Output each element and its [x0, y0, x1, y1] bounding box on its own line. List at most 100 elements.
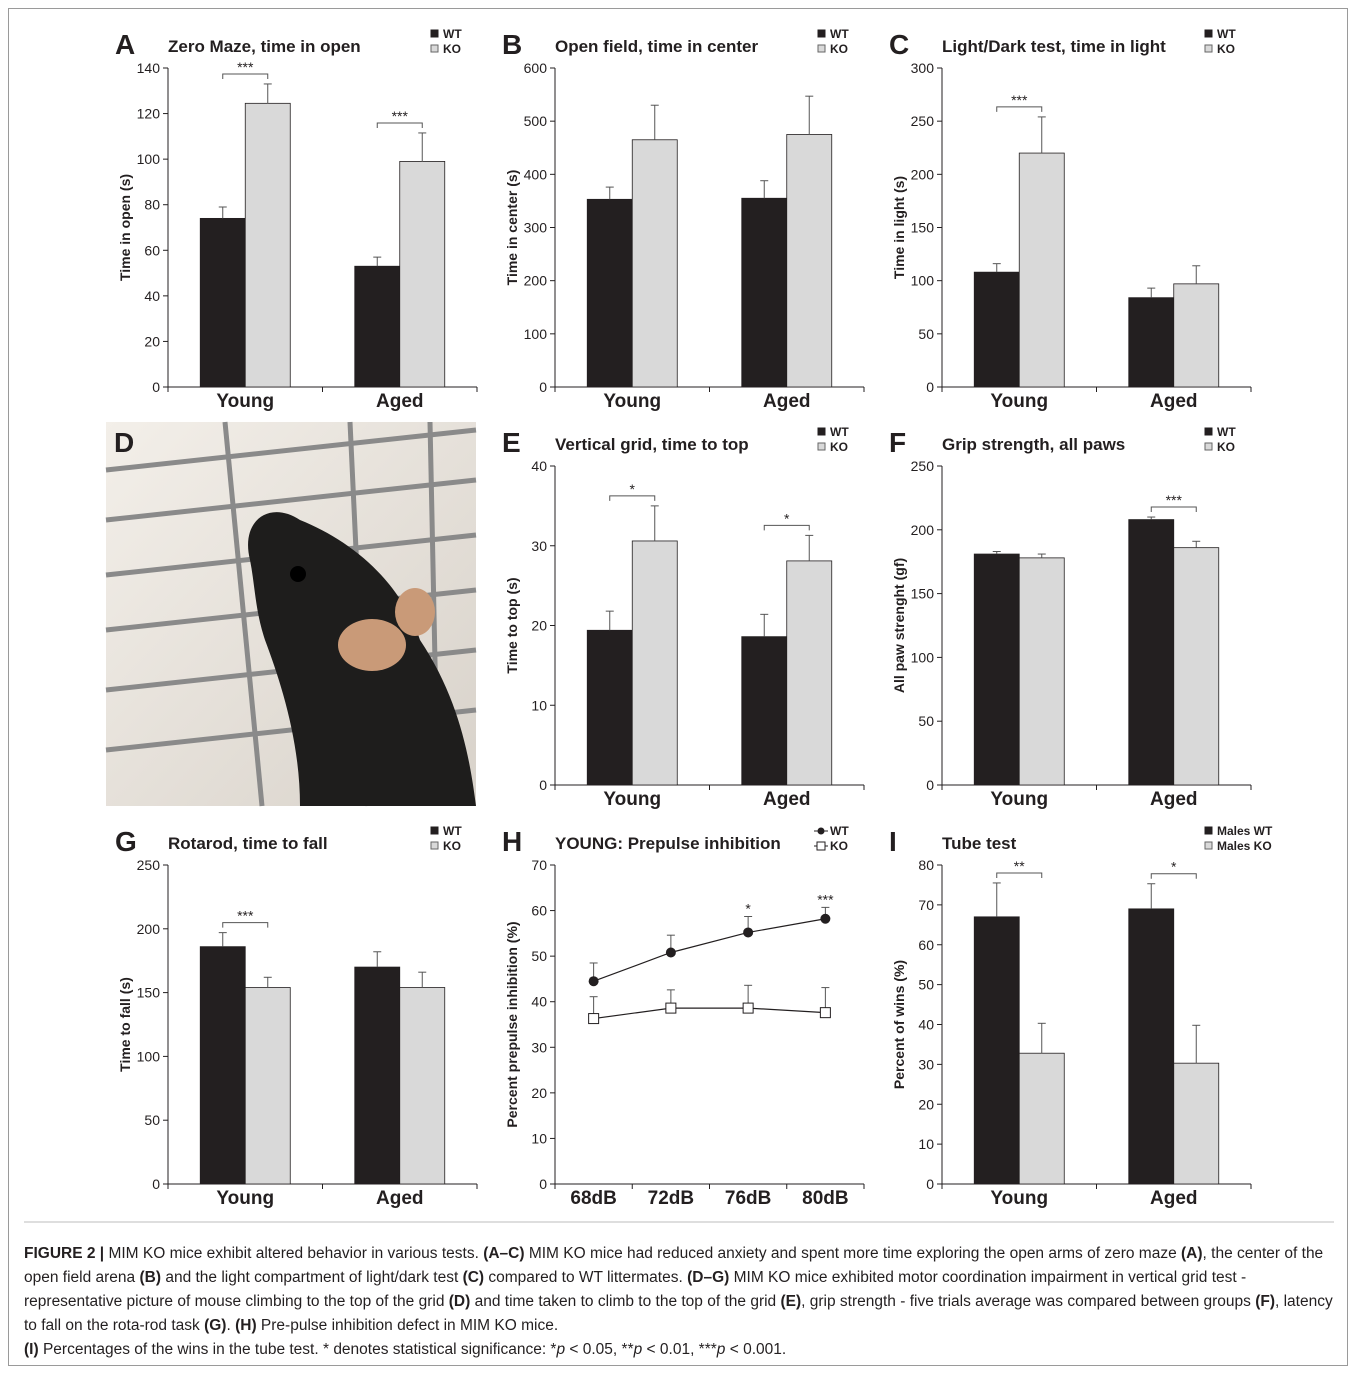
- legend-label: KO: [1217, 440, 1235, 454]
- marker: [589, 1014, 599, 1024]
- x-tick-label: Young: [603, 391, 661, 412]
- y-tick-label: 50: [918, 713, 934, 729]
- line: [594, 1008, 826, 1018]
- y-tick-label: 80: [918, 857, 934, 873]
- panel: EVertical grid, time to topTime to top (…: [502, 425, 864, 810]
- chart-title: YOUNG: Prepulse inhibition: [555, 834, 781, 853]
- y-tick-label: 200: [911, 522, 935, 538]
- significance-label: *: [1171, 859, 1177, 875]
- x-tick-label: Aged: [763, 789, 811, 810]
- bar: [1129, 298, 1174, 387]
- y-tick-label: 250: [911, 458, 935, 474]
- bar: [245, 987, 290, 1184]
- panel-label: I: [889, 826, 897, 857]
- bar: [974, 554, 1019, 785]
- y-tick-label: 70: [918, 897, 934, 913]
- photo-ear: [395, 588, 435, 636]
- panel: BOpen field, time in centerTime in cente…: [502, 27, 864, 412]
- legend-marker: [818, 428, 825, 435]
- bar: [974, 917, 1019, 1184]
- y-axis-label: Time in center (s): [504, 170, 520, 286]
- y-axis-label: Percent prepulse inhibition (%): [504, 921, 520, 1127]
- error-bar: [760, 614, 768, 636]
- panel-label: B: [502, 29, 522, 60]
- panel: C Light/Dark test, time in light Time in l…: [889, 27, 1251, 412]
- y-tick-label: 100: [911, 273, 935, 289]
- panel-label: F: [889, 427, 906, 458]
- panel: HYOUNG: Prepulse inhibitionPercent prepu…: [502, 824, 864, 1209]
- x-tick-label: Young: [603, 789, 661, 810]
- bar: [742, 198, 787, 387]
- caption-text: (H): [235, 1317, 257, 1334]
- y-tick-label: 50: [918, 977, 934, 993]
- y-tick-label: 40: [531, 994, 547, 1010]
- caption-text: FIGURE 2 |: [24, 1245, 104, 1262]
- y-tick-label: 20: [531, 618, 547, 634]
- error-bar: [606, 187, 614, 199]
- legend-marker: [1205, 45, 1212, 52]
- caption-text: p: [556, 1341, 565, 1358]
- panel-label: D: [114, 427, 134, 458]
- legend-label: KO: [443, 839, 461, 853]
- bar: [587, 199, 632, 387]
- y-tick-label: 150: [137, 985, 161, 1001]
- y-tick-label: 0: [539, 1176, 547, 1192]
- chart-title: Light/Dark test, time in light: [942, 37, 1166, 56]
- legend-marker: [1205, 827, 1212, 834]
- error-bar: [1147, 884, 1155, 909]
- caption-text: and time taken to climb to the top of th…: [470, 1293, 780, 1310]
- page: D AZero Maze, time in openTime in open (…: [0, 0, 1358, 1376]
- caption-text: (D–G): [687, 1269, 729, 1286]
- y-tick-label: 0: [926, 1176, 934, 1192]
- bar: [245, 103, 290, 387]
- panel: ITube testPercent of wins (%)01020304050…: [889, 824, 1273, 1209]
- error-bar: [651, 105, 659, 140]
- y-tick-label: 300: [524, 220, 548, 236]
- bar: [1019, 558, 1064, 785]
- error-bar: [264, 977, 272, 987]
- x-tick-label: Aged: [763, 391, 811, 412]
- caption-text: Pre-pulse inhibition defect in MIM KO mi…: [257, 1317, 559, 1334]
- x-tick-label: 72dB: [648, 1188, 694, 1209]
- bar: [200, 947, 245, 1184]
- y-tick-label: 20: [531, 1085, 547, 1101]
- caption-text: and the light compartment of light/dark …: [161, 1269, 463, 1286]
- y-tick-label: 200: [524, 273, 548, 289]
- y-tick-label: 140: [137, 60, 161, 76]
- error-bar: [1192, 1025, 1200, 1063]
- y-tick-label: 40: [144, 288, 160, 304]
- legend-label: WT: [443, 27, 462, 41]
- chart-title: Rotarod, time to fall: [168, 834, 328, 853]
- legend-marker: [431, 827, 438, 834]
- y-axis-label: Time in open (s): [117, 174, 133, 281]
- caption-text: compared to WT littermates.: [484, 1269, 687, 1286]
- error-bar: [418, 972, 426, 987]
- significance-label: *: [630, 481, 636, 497]
- y-tick-label: 400: [524, 166, 548, 182]
- bar: [1019, 1053, 1064, 1184]
- panel-label: C: [889, 29, 909, 60]
- panel: AZero Maze, time in openTime in open (s)…: [115, 27, 477, 412]
- y-axis-label: Time to fall (s): [117, 977, 133, 1072]
- x-tick-label: Young: [216, 391, 274, 412]
- significance-label: ***: [817, 891, 834, 907]
- error-bar: [1192, 266, 1200, 284]
- y-tick-label: 10: [531, 1130, 547, 1146]
- y-axis-label: Time in light (s): [891, 176, 907, 279]
- y-tick-label: 0: [539, 379, 547, 395]
- photo-ear: [338, 619, 406, 671]
- chart-title: Zero Maze, time in open: [168, 37, 361, 56]
- bar: [1174, 548, 1219, 785]
- significance-label: *: [784, 510, 790, 526]
- y-tick-label: 0: [152, 379, 160, 395]
- caption-text: (A): [1181, 1245, 1203, 1262]
- legend-marker: [1205, 443, 1212, 450]
- marker: [820, 914, 830, 924]
- marker: [820, 1008, 830, 1018]
- y-tick-label: 20: [144, 333, 160, 349]
- caption-text: MIM KO mice had reduced anxiety and spen…: [525, 1245, 1181, 1262]
- caption-text: (E): [780, 1293, 801, 1310]
- legend-marker: [818, 443, 825, 450]
- bar: [1174, 1063, 1219, 1184]
- y-tick-label: 30: [531, 538, 547, 554]
